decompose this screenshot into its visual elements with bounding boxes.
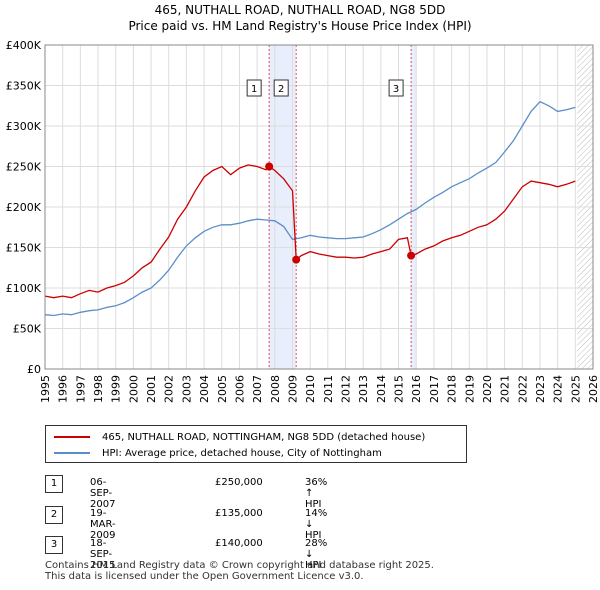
y-tick-label: £300K: [6, 120, 42, 133]
x-tick-label: 1996: [57, 375, 70, 403]
x-tick-label: 2003: [180, 375, 193, 403]
x-tick-label: 2014: [375, 375, 388, 403]
transaction-number: 3: [45, 536, 63, 554]
x-tick-label: 2005: [216, 375, 229, 403]
transaction-label-box: [273, 79, 289, 97]
legend-item-property: 465, NUTHALL ROAD, NOTTINGHAM, NG8 5DD (…: [54, 429, 425, 445]
x-tick-label: 2019: [463, 375, 476, 403]
y-tick-label: £400K: [6, 39, 42, 52]
x-tick-label: 1997: [74, 375, 87, 403]
x-tick-label: 1998: [92, 375, 105, 403]
footer-attribution: Contains HM Land Registry data © Crown c…: [45, 560, 434, 582]
transaction-point: [265, 162, 274, 171]
transaction-hpi-relation: 36% ↑ HPI: [305, 477, 328, 510]
x-tick-label: 2007: [251, 375, 264, 403]
y-tick-label: £200K: [6, 201, 42, 214]
y-tick-label: £100K: [6, 282, 42, 295]
x-tick-label: 2016: [410, 375, 423, 403]
x-tick-label: 2021: [499, 375, 512, 403]
transaction-date: 18-SEP-2015: [90, 538, 116, 571]
transaction-price: £135,000: [215, 508, 263, 519]
x-tick-label: 2009: [286, 375, 299, 403]
plot-frame: [44, 44, 594, 370]
chart-title-line2: Price paid vs. HM Land Registry's House …: [128, 19, 472, 33]
x-tick-label: 2024: [552, 375, 565, 403]
chart-title-line1: 465, NUTHALL ROAD, NUTHALL ROAD, NG8 5DD: [154, 3, 446, 17]
legend-swatch-property: [54, 436, 90, 438]
transaction-label-box: [246, 79, 262, 97]
transaction-date: 06-SEP-2007: [90, 477, 116, 510]
x-tick-label: 2008: [269, 375, 282, 403]
y-tick-label: £250K: [6, 161, 42, 174]
x-tick-label: 2011: [322, 375, 335, 403]
y-tick-label: £0: [27, 363, 41, 376]
transaction-hpi-relation: 14% ↓ HPI: [305, 508, 328, 541]
x-tick-label: 2023: [534, 375, 547, 403]
legend-item-hpi: HPI: Average price, detached house, City…: [54, 445, 382, 461]
x-tick-label: 2025: [569, 375, 582, 403]
legend-label-hpi: HPI: Average price, detached house, City…: [102, 447, 382, 459]
legend-label-property: 465, NUTHALL ROAD, NOTTINGHAM, NG8 5DD (…: [102, 431, 426, 443]
price-chart: £0 £50K £100K £150K £200K £250K £300K £350K £400…: [6, 39, 600, 403]
transaction-hpi-relation: 28% ↓ HPI: [305, 538, 328, 571]
y-tick-label: £50K: [13, 323, 42, 336]
x-tick-label: 2022: [516, 375, 529, 403]
x-tick-label: 2026: [587, 375, 600, 403]
x-tick-label: 2018: [446, 375, 459, 403]
footer-copyright: Contains HM Land Registry data © Crown c…: [45, 560, 434, 571]
x-tick-label: 2015: [393, 375, 406, 403]
chart-title: 465, NUTHALL ROAD, NUTHALL ROAD, NG8 5DD…: [0, 2, 600, 34]
x-tick-label: 2012: [340, 375, 353, 403]
transaction-point: [407, 251, 416, 260]
x-tick-label: 2006: [233, 375, 246, 403]
transaction-number: 2: [45, 506, 63, 524]
x-tick-label: 2002: [163, 375, 176, 403]
x-tick-label: 1999: [110, 375, 123, 403]
transaction-price: £250,000: [215, 477, 263, 488]
x-tick-label: 2004: [198, 375, 211, 403]
transaction-label: 2: [278, 84, 284, 95]
transaction-date: 19-MAR-2009: [90, 508, 116, 541]
transaction-label: 1: [251, 84, 257, 95]
x-tick-label: 2013: [357, 375, 370, 403]
x-tick-label: 2000: [127, 375, 140, 403]
x-tick-label: 2020: [481, 375, 494, 403]
transaction-price: £140,000: [215, 538, 263, 549]
transaction-label: 3: [393, 84, 399, 95]
hpi-series-line: [44, 100, 576, 317]
transaction-label-box: [388, 79, 404, 97]
property-series-line: [44, 164, 576, 299]
legend-swatch-hpi: [54, 452, 90, 454]
y-tick-label: £350K: [6, 80, 42, 93]
transaction-number: 1: [45, 475, 63, 493]
y-tick-label: £150K: [6, 242, 42, 255]
transaction-point: [292, 255, 301, 264]
chart-legend: 465, NUTHALL ROAD, NOTTINGHAM, NG8 5DD (…: [45, 425, 467, 463]
x-tick-label: 1995: [39, 375, 52, 403]
x-tick-label: 2010: [304, 375, 317, 403]
x-tick-label: 2001: [145, 375, 158, 403]
footer-license: This data is licensed under the Open Gov…: [45, 571, 364, 582]
x-tick-label: 2017: [428, 375, 441, 403]
